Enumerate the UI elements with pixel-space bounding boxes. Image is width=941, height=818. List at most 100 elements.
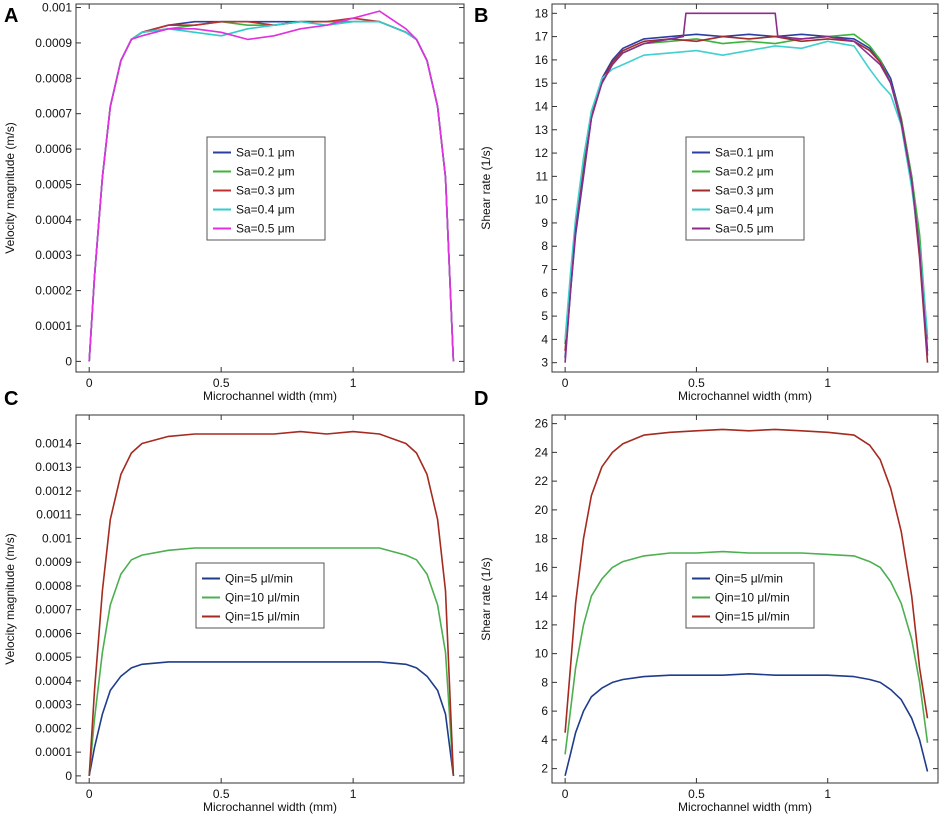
panel-c: C 0 0.0001 0.0002 0.0003 0.0004 0.0005 0.0006 0.… <box>3 388 465 814</box>
series-line-4 <box>564 40 929 340</box>
y-tick-label: 3 <box>541 356 548 370</box>
y-tick-label: 0.0008 <box>35 579 72 593</box>
y-tick-label: 0.0009 <box>35 555 72 569</box>
x-tick-label: 1 <box>350 376 357 390</box>
legend-entry: Sa=0.1 μm <box>236 146 295 160</box>
y-tick-label: 6 <box>541 704 548 718</box>
x-tick-label: 0.5 <box>688 787 705 801</box>
y-axis-title: Velocity magnitude (m/s) <box>3 122 17 253</box>
y-axis-title: Shear rate (1/s) <box>479 557 493 640</box>
series-line-5 <box>564 12 929 363</box>
x-tick-label: 0.5 <box>213 376 230 390</box>
y-tick-label: 0.0011 <box>36 508 72 522</box>
y-tick-label: 0.0001 <box>35 319 72 333</box>
y-tick-label: 17 <box>535 30 549 44</box>
legend-entry: Qin=10 μl/min <box>225 591 300 605</box>
x-axis-title: Microchannel width (mm) <box>203 389 337 403</box>
series-line-2 <box>88 547 455 776</box>
y-tick-label: 15 <box>535 76 549 90</box>
legend-entry: Qin=10 μl/min <box>715 591 790 605</box>
y-tick-label: 0.0008 <box>35 71 72 85</box>
y-axis-title: Shear rate (1/s) <box>479 146 493 229</box>
y-tick-label: 0 <box>65 769 72 783</box>
panel-letter: C <box>4 388 18 410</box>
y-tick-label: 18 <box>535 6 549 20</box>
y-tick-label: 12 <box>535 146 549 160</box>
legend-entry: Qin=5 μl/min <box>715 572 783 586</box>
y-tick-label: 0.0005 <box>35 650 72 664</box>
y-tick-label: 5 <box>541 309 548 323</box>
panel-a: A 0 0.0001 0.0002 0.0003 0.0004 0.0005 0.0006 0.… <box>3 1 465 403</box>
y-tick-label: 0.0013 <box>35 460 72 474</box>
x-tick-label: 0 <box>562 787 569 801</box>
y-tick-label: 4 <box>541 332 548 346</box>
legend-entry: Sa=0.4 μm <box>236 203 295 217</box>
y-tick-label: 20 <box>535 503 549 517</box>
x-tick-label: 0.5 <box>213 787 230 801</box>
y-tick-label: 0.001 <box>42 1 72 15</box>
y-tick-label: 2 <box>541 762 548 776</box>
y-axis-title: Velocity magnitude (m/s) <box>3 533 17 664</box>
x-tick-label: 1 <box>350 787 357 801</box>
y-tick-label: 0.0007 <box>35 603 72 617</box>
series-line-1 <box>88 661 455 777</box>
y-tick-label: 0.0003 <box>35 248 72 262</box>
y-tick-label: 8 <box>541 239 548 253</box>
x-tick-label: 0 <box>86 787 93 801</box>
y-tick-label: 0.0006 <box>35 626 72 640</box>
y-tick-label: 0.0007 <box>35 107 72 121</box>
legend-entry: Sa=0.2 μm <box>236 165 295 179</box>
y-tick-label: 0 <box>65 354 72 368</box>
legend-entry: Qin=15 μl/min <box>225 610 300 624</box>
panel-letter: A <box>4 5 18 27</box>
y-tick-label: 0.001 <box>42 531 72 545</box>
y-tick-label: 0.0002 <box>35 721 72 735</box>
y-tick-label: 0.0006 <box>35 142 72 156</box>
y-tick-label: 16 <box>535 560 549 574</box>
y-tick-label: 0.0003 <box>35 698 72 712</box>
legend-entry: Sa=0.1 μm <box>715 146 774 160</box>
y-tick-label: 0.0012 <box>35 484 72 498</box>
y-tick-label: 11 <box>536 169 549 183</box>
legend-entry: Sa=0.5 μm <box>715 222 774 236</box>
x-tick-label: 0 <box>562 376 569 390</box>
x-tick-label: 0.5 <box>688 376 705 390</box>
legend-entry: Sa=0.3 μm <box>236 184 295 198</box>
series-line-2 <box>564 550 929 755</box>
legend-entry: Sa=0.4 μm <box>715 203 774 217</box>
series-line-3 <box>88 430 455 776</box>
x-tick-label: 1 <box>824 787 831 801</box>
series-line-5 <box>88 10 455 362</box>
y-tick-label: 14 <box>535 589 549 603</box>
panel-letter: B <box>474 5 488 27</box>
y-tick-label: 26 <box>535 417 549 431</box>
x-tick-label: 0 <box>86 376 93 390</box>
x-tick-label: 1 <box>824 376 831 390</box>
y-tick-label: 0.0014 <box>35 436 72 450</box>
panel-letter: D <box>474 388 488 410</box>
y-tick-label: 0.0001 <box>35 745 72 759</box>
y-tick-label: 9 <box>541 216 548 230</box>
legend-entry: Sa=0.2 μm <box>715 165 774 179</box>
y-tick-label: 24 <box>535 445 549 459</box>
y-tick-label: 4 <box>541 733 548 747</box>
x-axis-title: Microchannel width (mm) <box>678 800 812 814</box>
legend-entry: Sa=0.3 μm <box>715 184 774 198</box>
x-axis-title: Microchannel width (mm) <box>678 389 812 403</box>
y-tick-label: 0.0002 <box>35 284 72 298</box>
y-tick-label: 10 <box>535 647 549 661</box>
panel-b: B 3 4 5 6 7 8 9 10 11 12 13 14 15 16 17 18 0 0.5 1 Microchan… <box>474 3 939 403</box>
y-tick-label: 0.0005 <box>35 177 72 191</box>
series-line-1 <box>564 672 929 776</box>
y-tick-label: 8 <box>541 675 548 689</box>
legend-entry: Qin=15 μl/min <box>715 610 790 624</box>
x-axis-title: Microchannel width (mm) <box>203 800 337 814</box>
y-tick-label: 22 <box>535 474 549 488</box>
y-tick-label: 13 <box>535 123 549 137</box>
legend-entry: Sa=0.5 μm <box>236 222 295 236</box>
series-line-3 <box>564 428 929 733</box>
y-tick-label: 10 <box>535 193 549 207</box>
y-tick-label: 7 <box>541 263 548 277</box>
legend <box>206 136 326 241</box>
